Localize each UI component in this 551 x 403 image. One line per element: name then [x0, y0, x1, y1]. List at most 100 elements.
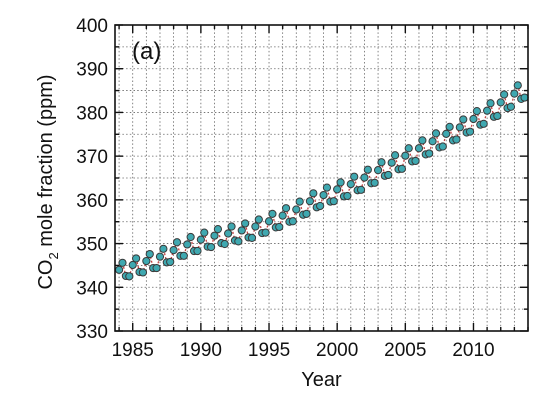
data-point: [261, 228, 270, 237]
data-point: [425, 149, 434, 158]
data-point: [309, 189, 318, 198]
data-point: [391, 151, 400, 160]
data-point: [183, 240, 192, 249]
data-point: [206, 242, 216, 252]
data-point: [459, 115, 468, 124]
data-point: [200, 228, 209, 237]
x-tick-label: 1990: [180, 340, 222, 361]
y-tick-label: 390: [76, 60, 108, 81]
data-point: [128, 260, 137, 270]
data-point: [292, 205, 301, 214]
data-point: [343, 191, 352, 201]
data-point: [373, 166, 383, 175]
x-tick-label: 2010: [452, 340, 494, 361]
data-point: [513, 81, 522, 90]
plot-frame: [114, 24, 529, 332]
y-tick-label: 380: [76, 103, 108, 124]
data-point: [336, 178, 345, 187]
data-point: [500, 90, 509, 99]
data-point: [132, 254, 141, 263]
data-point: [493, 111, 502, 121]
trend-line-layer: [118, 83, 525, 278]
data-point: [288, 217, 297, 226]
data-point: [186, 232, 195, 242]
data-point: [333, 185, 342, 194]
data-point: [445, 122, 454, 131]
data-point: [145, 249, 154, 259]
data-point: [360, 173, 369, 182]
data-point: [247, 233, 257, 242]
data-point: [172, 238, 182, 247]
data-point: [479, 119, 488, 128]
data-point: [469, 114, 478, 124]
data-point: [452, 135, 461, 144]
data-point: [428, 137, 437, 146]
data-point: [418, 136, 427, 145]
data-point: [169, 246, 178, 255]
series-line: [118, 83, 525, 278]
data-point: [166, 257, 175, 267]
data-point: [295, 197, 304, 206]
data-point: [472, 107, 481, 116]
x-tick-label: 1995: [248, 340, 290, 361]
y-tick-label: 340: [76, 278, 108, 299]
data-point: [510, 89, 519, 98]
data-point: [316, 201, 325, 211]
data-point: [401, 151, 410, 160]
data-point: [377, 158, 386, 167]
y-tick-label: 400: [76, 16, 108, 37]
data-point: [370, 178, 379, 187]
data-point: [125, 272, 134, 281]
data-point: [234, 237, 243, 246]
data-point: [152, 263, 161, 273]
y-tick-label: 370: [76, 147, 108, 168]
data-point: [442, 129, 451, 138]
data-point: [251, 222, 260, 231]
data-point: [224, 229, 233, 238]
data-point: [302, 209, 311, 218]
data-point: [438, 142, 447, 151]
data-point: [159, 244, 168, 253]
data-point: [431, 129, 441, 138]
data-points: [114, 81, 529, 281]
y-tick-labels: 330 340 350 360 370 380 390 400: [76, 16, 108, 343]
data-point: [483, 106, 492, 115]
data-point: [329, 197, 338, 206]
data-point: [363, 165, 372, 174]
y-tick-label: 330: [76, 322, 108, 343]
data-point: [227, 222, 236, 231]
data-point: [356, 185, 366, 194]
data-point: [213, 225, 223, 234]
data-point: [486, 99, 495, 108]
data-point: [281, 204, 291, 213]
data-point: [397, 164, 407, 173]
data-point: [179, 251, 188, 260]
data-point: [278, 211, 287, 220]
y-axis-title-subscript: 2: [46, 252, 61, 259]
data-point: [346, 180, 355, 189]
data-point: [404, 144, 413, 153]
data-point: [196, 235, 205, 244]
x-axis-title: Year: [301, 369, 342, 391]
data-point: [411, 156, 420, 166]
data-point: [268, 209, 277, 218]
y-tick-label: 360: [76, 191, 108, 212]
data-point: [193, 246, 202, 256]
y-axis-title: CO2 mole fraction (ppm): [35, 74, 61, 289]
grid-lines: [115, 24, 529, 332]
data-point: [138, 268, 148, 277]
panel-label: (a): [132, 38, 161, 65]
data-point: [114, 265, 124, 274]
y-tick-label: 350: [76, 235, 108, 256]
data-point: [387, 158, 396, 167]
data-point: [305, 197, 315, 206]
data-point: [384, 170, 393, 180]
x-tick-label: 1985: [112, 340, 154, 361]
axis-ticks: [115, 24, 529, 332]
data-point: [275, 222, 284, 232]
x-tick-label: 2005: [384, 340, 426, 361]
data-point: [496, 98, 505, 107]
x-tick-label: 2000: [316, 340, 358, 361]
data-point: [520, 93, 529, 102]
